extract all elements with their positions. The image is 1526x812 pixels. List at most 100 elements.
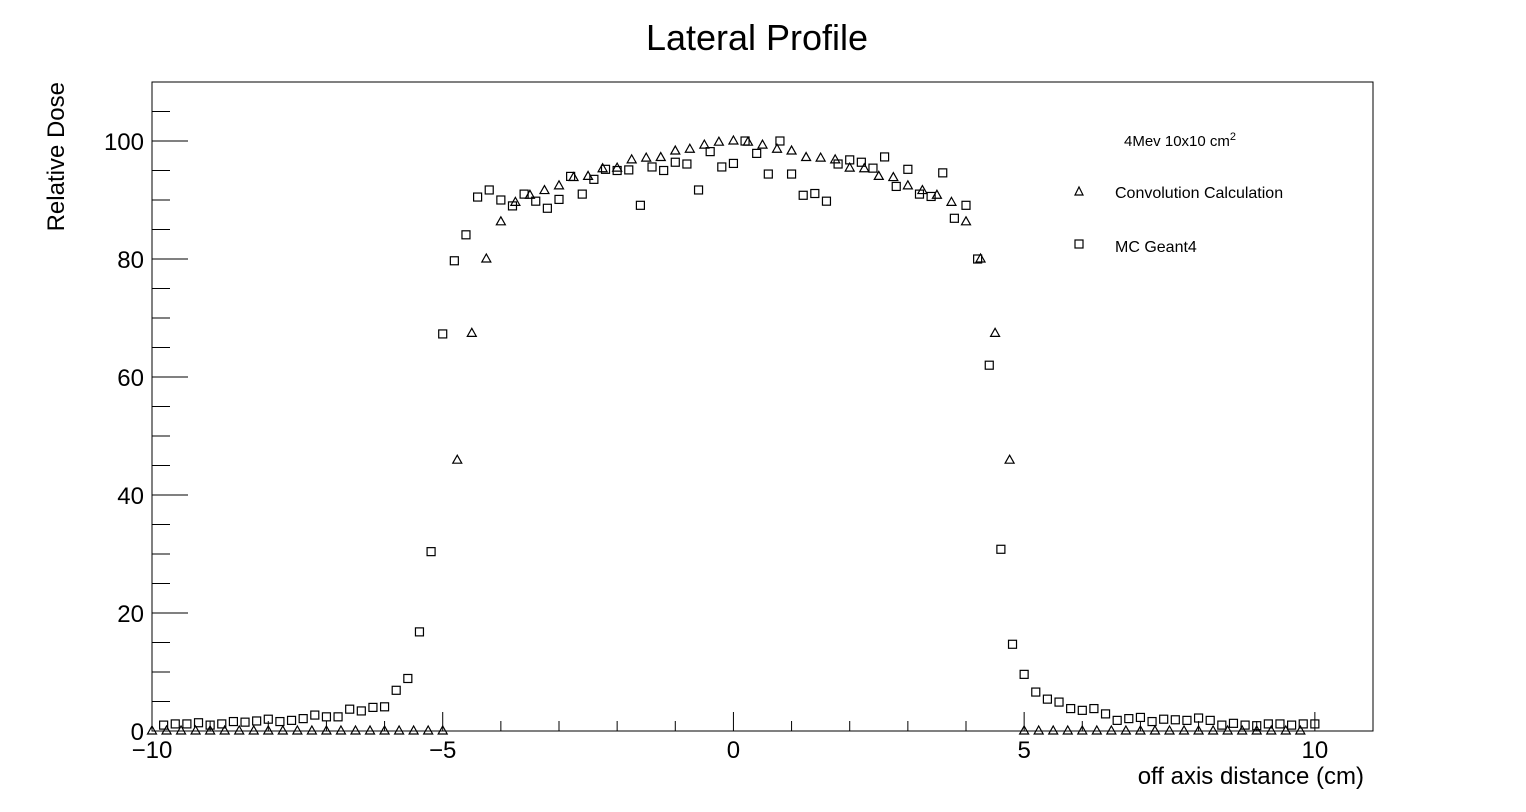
square-point xyxy=(333,712,343,722)
square-point xyxy=(1135,712,1146,723)
square-point xyxy=(1310,719,1320,729)
square-point xyxy=(600,164,611,174)
square-point xyxy=(926,191,936,202)
triangle-point xyxy=(800,151,812,162)
triangle-point xyxy=(1076,724,1088,735)
square-point xyxy=(484,185,494,195)
square-point xyxy=(647,162,657,172)
square-point xyxy=(1019,669,1029,679)
triangle-point xyxy=(1193,724,1205,735)
triangle-point xyxy=(945,196,957,206)
triangle-point xyxy=(408,724,420,735)
triangle-point xyxy=(379,724,391,735)
square-point xyxy=(321,712,332,722)
legend-header: 4Mev 10x10 cm2 xyxy=(1124,131,1236,150)
triangle-point xyxy=(1280,724,1292,735)
triangle-point xyxy=(1294,724,1306,735)
triangle-point xyxy=(1163,724,1176,735)
square-point xyxy=(1100,709,1111,719)
triangle-point xyxy=(1134,724,1146,735)
square-point xyxy=(1066,703,1076,714)
triangle-point xyxy=(1265,724,1277,735)
triangle-point xyxy=(480,252,492,263)
square-point xyxy=(984,360,994,370)
square-point xyxy=(1077,705,1087,715)
square-point xyxy=(938,168,948,178)
triangle-point xyxy=(655,151,667,162)
square-point xyxy=(228,716,238,727)
square-point xyxy=(682,159,692,169)
square-point xyxy=(1275,719,1285,729)
square-point xyxy=(1240,720,1250,730)
triangle-point xyxy=(538,184,550,195)
square-point xyxy=(728,158,739,169)
y-tick-label: 100 xyxy=(104,129,144,156)
triangle-point xyxy=(248,724,260,735)
triangle-point xyxy=(975,252,987,263)
triangle-point xyxy=(349,724,362,735)
triangle-point xyxy=(771,143,783,153)
square-point xyxy=(786,169,797,179)
triangle-point xyxy=(277,724,289,735)
square-point xyxy=(414,627,425,637)
x-tick-label: 5 xyxy=(1017,737,1030,764)
square-point xyxy=(1124,714,1134,724)
x-tick-label: 10 xyxy=(1302,737,1329,764)
triangle-point xyxy=(887,171,899,182)
square-point xyxy=(949,213,959,223)
square-point xyxy=(1298,719,1308,729)
square-point xyxy=(1147,716,1157,727)
x-tick-label: −5 xyxy=(429,737,456,764)
triangle-point xyxy=(175,724,187,735)
triangle-point xyxy=(306,724,318,735)
triangle-point xyxy=(873,170,885,180)
square-point xyxy=(461,230,471,240)
square-point xyxy=(403,673,413,684)
square-point xyxy=(996,544,1006,554)
triangle-point xyxy=(1120,724,1132,735)
triangle-point xyxy=(1047,724,1059,735)
square-point xyxy=(519,189,529,199)
triangle-point xyxy=(640,151,652,162)
square-point xyxy=(1042,694,1053,704)
legend-entry-mc-geant4: MC Geant4 xyxy=(1115,239,1197,256)
triangle-point xyxy=(320,724,332,735)
triangle-point xyxy=(495,215,507,226)
square-point xyxy=(170,719,180,729)
x-axis-label: off axis distance (cm) xyxy=(1138,763,1364,790)
square-point xyxy=(298,714,308,724)
triangle-point xyxy=(858,162,870,173)
square-point xyxy=(577,189,587,199)
triangle-point xyxy=(1222,724,1234,735)
square-point xyxy=(775,136,785,146)
triangle-point xyxy=(451,453,463,464)
triangle-point xyxy=(1018,724,1030,735)
triangle-point xyxy=(698,138,710,149)
square-point xyxy=(159,720,169,730)
square-point xyxy=(1263,719,1273,729)
legend-entry-convolution: Convolution Calculation xyxy=(1115,185,1283,202)
square-point xyxy=(891,181,901,192)
square-point xyxy=(589,174,599,184)
square-point xyxy=(1193,713,1204,723)
square-point xyxy=(566,171,576,181)
square-point xyxy=(391,685,401,695)
square-point xyxy=(1007,639,1018,649)
square-point xyxy=(205,720,215,730)
y-axis-label: Relative Dose xyxy=(43,82,70,231)
square-point xyxy=(1112,715,1122,725)
square-point xyxy=(845,155,855,165)
square-point xyxy=(507,201,518,211)
triangle-point xyxy=(902,179,914,190)
triangle-point xyxy=(669,144,681,155)
triangle-point xyxy=(844,161,856,172)
triangle-point xyxy=(931,189,943,199)
square-point xyxy=(379,702,390,712)
square-point xyxy=(763,169,773,179)
triangle-point xyxy=(161,724,173,735)
y-tick-label: 40 xyxy=(117,483,144,510)
triangle-point xyxy=(960,215,972,226)
square-point xyxy=(542,203,552,213)
square-point xyxy=(717,162,727,172)
